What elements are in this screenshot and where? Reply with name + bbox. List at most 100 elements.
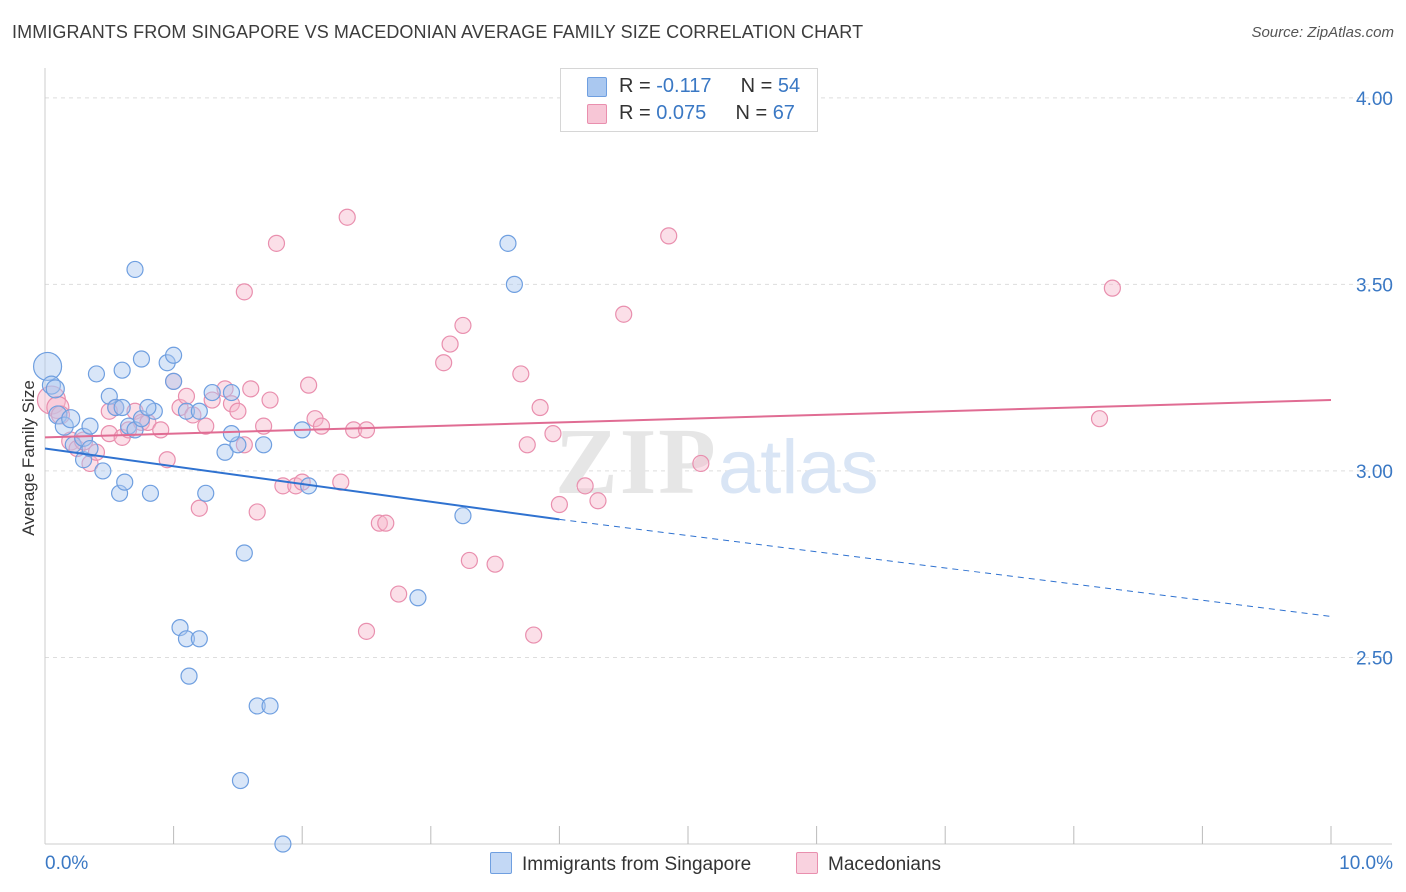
legend: R = -0.117 N = 54 R = 0.075 N = 67 [560, 68, 818, 132]
data-point [248, 503, 266, 521]
data-point [190, 499, 208, 517]
data-point [345, 421, 363, 439]
y-tick-label: 2.50 [1356, 648, 1393, 669]
data-point [390, 585, 408, 603]
data-point [235, 544, 253, 562]
chart-title: IMMIGRANTS FROM SINGAPORE VS MACEDONIAN … [12, 22, 864, 42]
data-point [190, 402, 208, 420]
legend-r-value: -0.117 [656, 75, 712, 97]
data-point [261, 391, 279, 409]
data-point [41, 375, 62, 395]
data-point [165, 372, 183, 390]
data-point [370, 514, 388, 532]
legend-swatch-blue [587, 77, 607, 97]
trend-line-singapore [44, 447, 560, 521]
source-label: Source: ZipAtlas.com [1251, 24, 1394, 41]
data-point [94, 462, 112, 480]
data-point [242, 380, 260, 398]
data-point [550, 495, 569, 514]
data-point [110, 484, 129, 502]
legend-n-label: N = [740, 75, 778, 97]
data-point [377, 514, 395, 532]
data-point [261, 697, 279, 715]
bottom-legend-swatch-pink [796, 852, 818, 874]
data-point [81, 417, 99, 435]
data-point [499, 234, 517, 252]
trend-lines [44, 399, 1332, 617]
x-tick-label: 0.0% [45, 853, 88, 874]
data-point [100, 425, 118, 443]
data-point [460, 551, 478, 570]
y-axis-label: Average Family Size [19, 380, 38, 536]
grid-lines [45, 97, 1392, 658]
data-point [267, 234, 286, 252]
data-point [180, 667, 198, 685]
data-point [512, 365, 530, 383]
legend-n-value: 67 [772, 102, 795, 124]
data-point [486, 555, 504, 573]
bottom-legend-label: Immigrants from Singapore [522, 854, 752, 875]
data-point [312, 417, 331, 435]
y-tick-label: 3.50 [1356, 275, 1393, 296]
data-point [229, 402, 247, 420]
data-point [87, 365, 106, 383]
data-point [177, 387, 196, 405]
data-point [1090, 410, 1109, 428]
axes [44, 68, 1392, 845]
bottom-legend-singapore: Immigrants from Singapore [490, 852, 751, 876]
data-point [409, 589, 427, 607]
data-point [32, 351, 63, 382]
data-point [576, 477, 594, 495]
legend-swatch-pink [587, 104, 607, 124]
data-point [274, 835, 292, 853]
data-point [197, 417, 215, 435]
data-point [525, 626, 543, 644]
data-point [248, 697, 266, 715]
trend-line-singapore-projection [559, 518, 1332, 617]
y-tick-label: 3.00 [1356, 462, 1393, 483]
watermark-atlas: atlas [718, 425, 879, 510]
series-macedonians [36, 208, 1121, 644]
x-tick-label: 10.0% [1339, 853, 1393, 874]
data-point [203, 383, 221, 402]
bottom-legend-label: Macedonians [828, 854, 942, 875]
data-point [48, 405, 68, 425]
data-point [454, 316, 472, 335]
data-point [216, 443, 234, 461]
data-point [158, 451, 176, 469]
data-point [505, 275, 523, 293]
legend-n-value: 54 [777, 75, 801, 97]
data-point [615, 305, 633, 323]
data-point [222, 425, 241, 443]
tick-labels: 2.50 3.00 3.50 4.00 0.0% 10.0% [45, 89, 1393, 874]
y-tick-label: 4.00 [1356, 89, 1393, 110]
data-point [235, 283, 253, 301]
data-point [531, 398, 549, 417]
legend-r-label: R = [619, 75, 657, 97]
data-point [255, 436, 273, 454]
data-point [692, 454, 710, 473]
data-point [435, 354, 453, 372]
trend-line-macedonians [44, 399, 1332, 439]
data-point [357, 421, 376, 439]
data-point [107, 398, 125, 417]
data-point [177, 630, 196, 648]
data-point [45, 379, 65, 399]
data-point [113, 361, 131, 379]
data-point [141, 484, 160, 502]
data-point [518, 436, 536, 454]
data-point [152, 421, 170, 439]
data-point [338, 208, 356, 226]
data-point [222, 383, 241, 402]
bottom-legend-swatch-blue [490, 852, 512, 874]
data-point [1103, 279, 1121, 297]
data-point [116, 473, 134, 491]
data-point [61, 409, 81, 429]
data-point [300, 376, 318, 394]
data-point [544, 425, 562, 443]
data-point [54, 416, 74, 436]
data-point [357, 622, 376, 640]
data-point [235, 436, 253, 454]
data-point [441, 335, 459, 353]
